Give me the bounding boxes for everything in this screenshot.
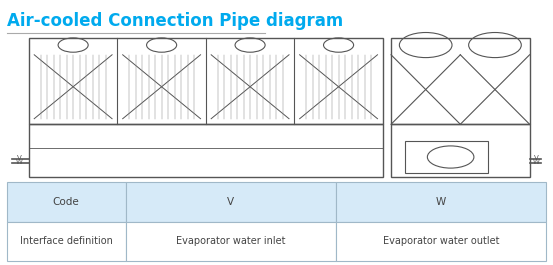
Text: Evaporator water outlet: Evaporator water outlet	[383, 236, 499, 246]
Text: Evaporator water inlet: Evaporator water inlet	[176, 236, 285, 246]
Text: Code: Code	[53, 197, 80, 207]
Text: W: W	[15, 158, 23, 165]
Bar	[391, 38, 530, 124]
Bar	[29, 124, 383, 177]
Text: Air-cooled Connection Pipe diagram: Air-cooled Connection Pipe diagram	[7, 12, 343, 30]
Text: Interface definition: Interface definition	[20, 236, 113, 246]
Bar	[405, 141, 488, 173]
Text: V: V	[227, 197, 234, 207]
Bar	[336, 182, 546, 222]
Text: V: V	[534, 154, 539, 161]
Text: W: W	[533, 158, 540, 165]
Bar	[126, 182, 336, 222]
Bar	[7, 182, 126, 222]
Bar	[336, 222, 546, 261]
Bar	[7, 222, 126, 261]
Text: V: V	[17, 154, 22, 161]
Bar	[126, 222, 336, 261]
Bar	[391, 124, 530, 177]
Text: W: W	[436, 197, 446, 207]
Bar	[29, 38, 383, 124]
